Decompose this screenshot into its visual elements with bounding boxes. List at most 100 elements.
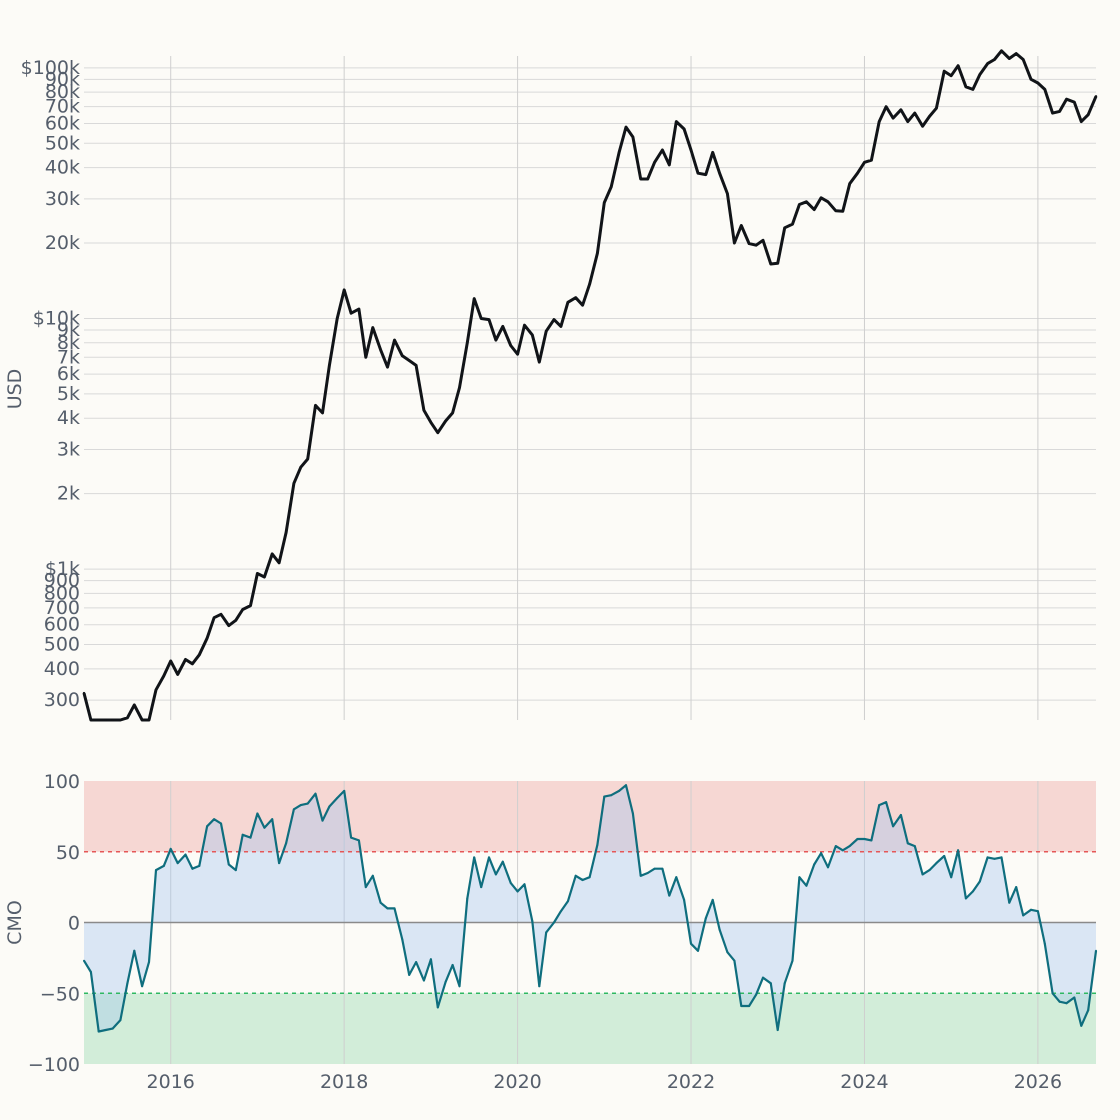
price-data-point [740, 224, 743, 227]
oscillator-y-tick-label: 100 [44, 771, 80, 793]
cmo-data-point [191, 867, 194, 870]
price-data-point [1073, 100, 1076, 104]
cmo-data-point [993, 857, 996, 860]
price-data-point [813, 208, 816, 211]
cmo-data-point [1043, 942, 1046, 945]
cmo-data-point [769, 982, 772, 985]
price-data-point [653, 161, 656, 164]
price-data-point [986, 62, 989, 65]
cmo-data-point [631, 812, 634, 815]
cmo-data-point [357, 839, 360, 842]
price-data-point [747, 242, 751, 245]
cmo-data-point [509, 881, 512, 884]
cmo-data-point [458, 985, 461, 988]
cmo-data-point [408, 973, 411, 976]
cmo-data-point [1058, 1000, 1061, 1003]
price-data-point [884, 105, 888, 108]
price-data-point [429, 421, 433, 424]
cmo-data-point [1015, 886, 1018, 889]
oscillator-y-tick-label: −50 [40, 983, 80, 1005]
cmo-data-point [379, 901, 382, 904]
cmo-data-point [574, 874, 577, 877]
price-data-point [805, 200, 808, 203]
cmo-data-point [198, 864, 201, 867]
price-data-point [451, 411, 454, 415]
price-y-tick-label: 50k [45, 132, 80, 154]
price-data-point [943, 70, 946, 73]
price-y-tick-label: 600 [44, 614, 80, 636]
cmo-data-point [863, 838, 866, 840]
cmo-data-point [1051, 992, 1054, 995]
cmo-data-point [841, 849, 844, 852]
cmo-data-point [950, 876, 953, 879]
cmo-data-point [401, 938, 404, 941]
price-data-point [1036, 81, 1040, 85]
price-y-axis-label: USD [4, 369, 26, 410]
price-y-tick-label: 300 [44, 689, 80, 711]
cmo-data-point [328, 805, 331, 808]
x-tick-label: 2022 [667, 1071, 715, 1093]
cmo-data-point [957, 849, 960, 852]
price-data-point [379, 348, 382, 351]
price-data-point [480, 317, 483, 320]
cmo-data-point [241, 833, 244, 836]
price-gridlines [84, 67, 1096, 701]
price-data-point [559, 325, 563, 328]
cmo-data-point [371, 874, 374, 877]
price-data-point [617, 151, 621, 154]
price-data-point [184, 658, 187, 661]
cmo-data-point [133, 949, 136, 952]
price-data-point [531, 333, 534, 337]
cmo-data-point [1008, 901, 1011, 904]
price-data-point [856, 172, 859, 175]
cmo-data-point [798, 876, 801, 879]
price-data-point [675, 120, 678, 123]
price-data-point [834, 209, 837, 212]
price-data-point [509, 344, 512, 347]
price-data-point [596, 252, 599, 255]
cmo-data-point [943, 855, 946, 857]
price-data-point [682, 127, 686, 131]
price-data-point [971, 88, 975, 91]
price-y-tick-label: 90k [45, 68, 80, 90]
price-data-point [1043, 88, 1047, 91]
cmo-data-point [892, 825, 895, 828]
cmo-data-point [1065, 1002, 1068, 1005]
price-data-point [610, 185, 613, 189]
price-y-tick-label: 30k [45, 188, 80, 210]
oscillator-area-fill [84, 785, 1096, 1032]
overbought-zone [84, 781, 1096, 852]
price-data-point [913, 111, 916, 115]
cmo-data-point [1073, 996, 1076, 999]
cmo-data-point [263, 826, 266, 829]
cmo-data-point [776, 1029, 779, 1031]
x-tick-labels: 2016 2018 2020 2022 2024 2026 [147, 1071, 1063, 1093]
price-data-point [436, 431, 439, 434]
price-data-point [870, 159, 873, 162]
cmo-data-point [119, 1019, 122, 1022]
cmo-data-point [488, 856, 490, 859]
oscillator-panel: 100 50 0 −50 −100 2016 2018 2020 2022 2024 2026 C… [4, 771, 1098, 1093]
oscillator-y-axis-label: CMO [4, 900, 26, 945]
price-y-tick-label: $1k [45, 558, 80, 580]
price-data-point [921, 125, 924, 128]
cmo-data-point [436, 1006, 439, 1009]
price-data-point [574, 296, 577, 299]
cmo-data-point [162, 864, 165, 867]
oscillator-y-tick-labels: 100 50 0 −50 −100 [28, 771, 80, 1076]
price-data-point [277, 561, 281, 564]
oscillator-y-tick-label: 50 [56, 842, 80, 864]
cmo-data-point [762, 976, 764, 979]
cmo-data-point [603, 795, 606, 798]
cmo-data-point [176, 862, 179, 865]
price-data-point [950, 74, 953, 77]
price-data-point [631, 135, 635, 139]
cmo-data-point [422, 979, 425, 982]
cmo-data-point [278, 862, 281, 865]
price-y-tick-label: 4k [57, 407, 80, 429]
cmo-data-point [111, 1027, 114, 1030]
cmo-data-point [733, 959, 736, 962]
price-data-point [646, 177, 649, 181]
